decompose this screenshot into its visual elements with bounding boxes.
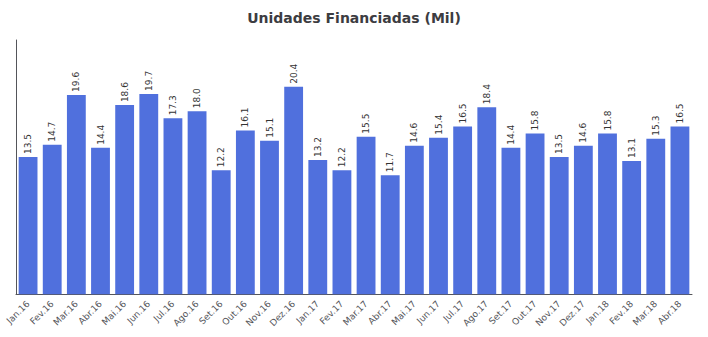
svg-text:Fev.18: Fev.18 xyxy=(608,299,636,327)
svg-text:18.4: 18.4 xyxy=(482,84,492,104)
svg-text:14.4: 14.4 xyxy=(96,125,106,145)
svg-text:Mai.16: Mai.16 xyxy=(100,299,129,328)
svg-text:15.4: 15.4 xyxy=(434,114,444,134)
svg-text:14.6: 14.6 xyxy=(578,122,588,142)
svg-text:Jan.16: Jan.16 xyxy=(4,299,32,327)
svg-text:15.3: 15.3 xyxy=(651,116,661,136)
svg-text:14.4: 14.4 xyxy=(506,125,516,145)
svg-text:Fev.16: Fev.16 xyxy=(28,299,56,327)
svg-text:Mar.17: Mar.17 xyxy=(341,299,370,328)
svg-text:19.7: 19.7 xyxy=(144,71,154,91)
svg-text:13.2: 13.2 xyxy=(313,137,323,157)
svg-text:16.1: 16.1 xyxy=(240,107,250,127)
svg-text:Jul.17: Jul.17 xyxy=(441,298,467,324)
svg-text:15.8: 15.8 xyxy=(603,110,613,130)
svg-text:13.5: 13.5 xyxy=(554,134,564,154)
svg-text:Ago.16: Ago.16 xyxy=(171,299,201,329)
svg-text:Unidades Financiadas (Mil): Unidades Financiadas (Mil) xyxy=(247,10,461,26)
svg-text:17.3: 17.3 xyxy=(168,95,178,115)
svg-text:Ago.17: Ago.17 xyxy=(461,299,490,328)
svg-text:Mar.18: Mar.18 xyxy=(631,299,660,328)
svg-text:Set.17: Set.17 xyxy=(487,299,515,327)
svg-text:Abr.16: Abr.16 xyxy=(76,299,104,327)
svg-text:15.8: 15.8 xyxy=(530,110,540,130)
svg-text:Jan.17: Jan.17 xyxy=(294,299,322,327)
svg-text:12.2: 12.2 xyxy=(216,147,226,167)
svg-text:Jun.16: Jun.16 xyxy=(125,299,153,327)
svg-text:Jan.18: Jan.18 xyxy=(583,299,611,327)
svg-text:Abr.17: Abr.17 xyxy=(366,299,394,327)
svg-text:16.5: 16.5 xyxy=(458,103,468,123)
svg-text:15.5: 15.5 xyxy=(361,114,371,134)
svg-text:11.7: 11.7 xyxy=(385,152,395,172)
svg-text:Nov.16: Nov.16 xyxy=(244,299,273,328)
svg-text:Jun.17: Jun.17 xyxy=(414,299,442,327)
svg-text:13.1: 13.1 xyxy=(627,138,637,158)
svg-text:14.6: 14.6 xyxy=(409,122,419,142)
svg-text:Dez.16: Dez.16 xyxy=(268,299,298,329)
svg-text:15.1: 15.1 xyxy=(265,118,275,138)
svg-text:12.2: 12.2 xyxy=(337,147,347,167)
svg-text:Mar.16: Mar.16 xyxy=(51,299,80,328)
svg-text:Abr.18: Abr.18 xyxy=(656,299,684,327)
svg-text:Fev.17: Fev.17 xyxy=(318,299,346,327)
svg-text:Nov.17: Nov.17 xyxy=(534,299,563,328)
svg-text:Mai.17: Mai.17 xyxy=(390,299,418,327)
svg-text:18.6: 18.6 xyxy=(120,82,130,102)
svg-text:Out.17: Out.17 xyxy=(510,299,539,328)
svg-text:18.0: 18.0 xyxy=(192,88,202,108)
svg-text:20.4: 20.4 xyxy=(289,63,299,83)
svg-text:19.6: 19.6 xyxy=(71,72,81,92)
svg-text:Dez.17: Dez.17 xyxy=(558,299,587,328)
svg-text:14.7: 14.7 xyxy=(47,122,57,142)
svg-text:16.5: 16.5 xyxy=(675,103,685,123)
svg-text:Out.16: Out.16 xyxy=(220,299,249,328)
svg-text:13.5: 13.5 xyxy=(23,134,33,154)
svg-text:Set.16: Set.16 xyxy=(197,298,225,327)
svg-text:Jul.16: Jul.16 xyxy=(151,298,177,324)
